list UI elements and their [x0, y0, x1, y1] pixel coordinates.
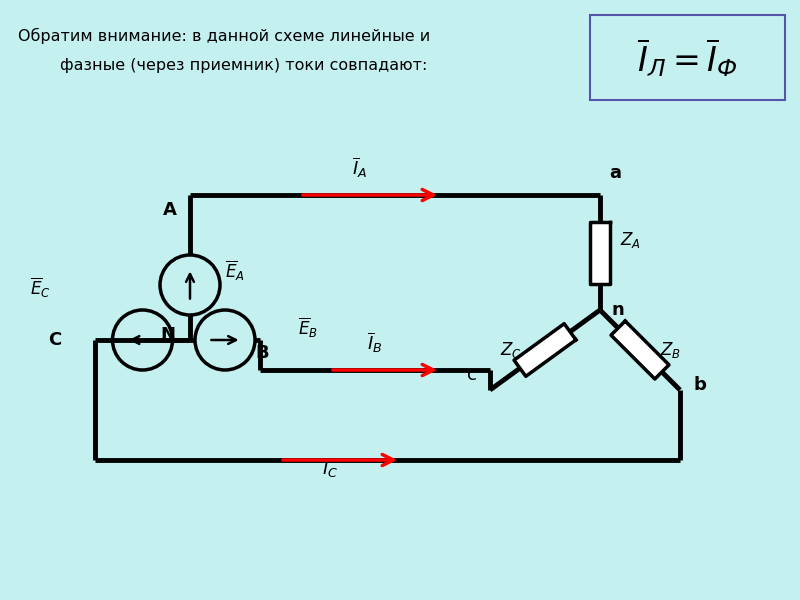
Text: C: C — [48, 331, 62, 349]
Polygon shape — [590, 221, 610, 283]
Text: $\overline{I}_A$: $\overline{I}_A$ — [352, 155, 368, 180]
Text: a: a — [609, 164, 621, 182]
Text: c: c — [467, 366, 477, 384]
Text: B: B — [255, 344, 269, 362]
Text: n: n — [612, 301, 624, 319]
Text: $\overline{E}_C$: $\overline{E}_C$ — [30, 276, 50, 300]
Text: b: b — [694, 376, 706, 394]
Text: $\overline{I}_{\mathit{Л}} = \overline{I}_{\mathit{Ф}}$: $\overline{I}_{\mathit{Л}} = \overline{I… — [637, 36, 738, 79]
Text: $Z_B$: $Z_B$ — [660, 340, 681, 360]
Text: $\overline{I}_B$: $\overline{I}_B$ — [367, 331, 382, 355]
Text: фазные (через приемник) токи совпадают:: фазные (через приемник) токи совпадают: — [60, 58, 427, 73]
Polygon shape — [611, 321, 669, 379]
Text: $\overline{I}_C$: $\overline{I}_C$ — [322, 455, 338, 480]
Text: A: A — [163, 201, 177, 219]
Polygon shape — [514, 323, 576, 376]
Text: $\overline{E}_A$: $\overline{E}_A$ — [225, 259, 245, 283]
Text: $\overline{E}_B$: $\overline{E}_B$ — [298, 316, 318, 340]
Text: $Z_C$: $Z_C$ — [500, 340, 522, 360]
Text: N: N — [161, 326, 175, 344]
Text: Обратим внимание: в данной схеме линейные и: Обратим внимание: в данной схеме линейны… — [18, 28, 430, 44]
Text: $Z_A$: $Z_A$ — [620, 230, 641, 250]
Bar — [590, 15, 785, 100]
